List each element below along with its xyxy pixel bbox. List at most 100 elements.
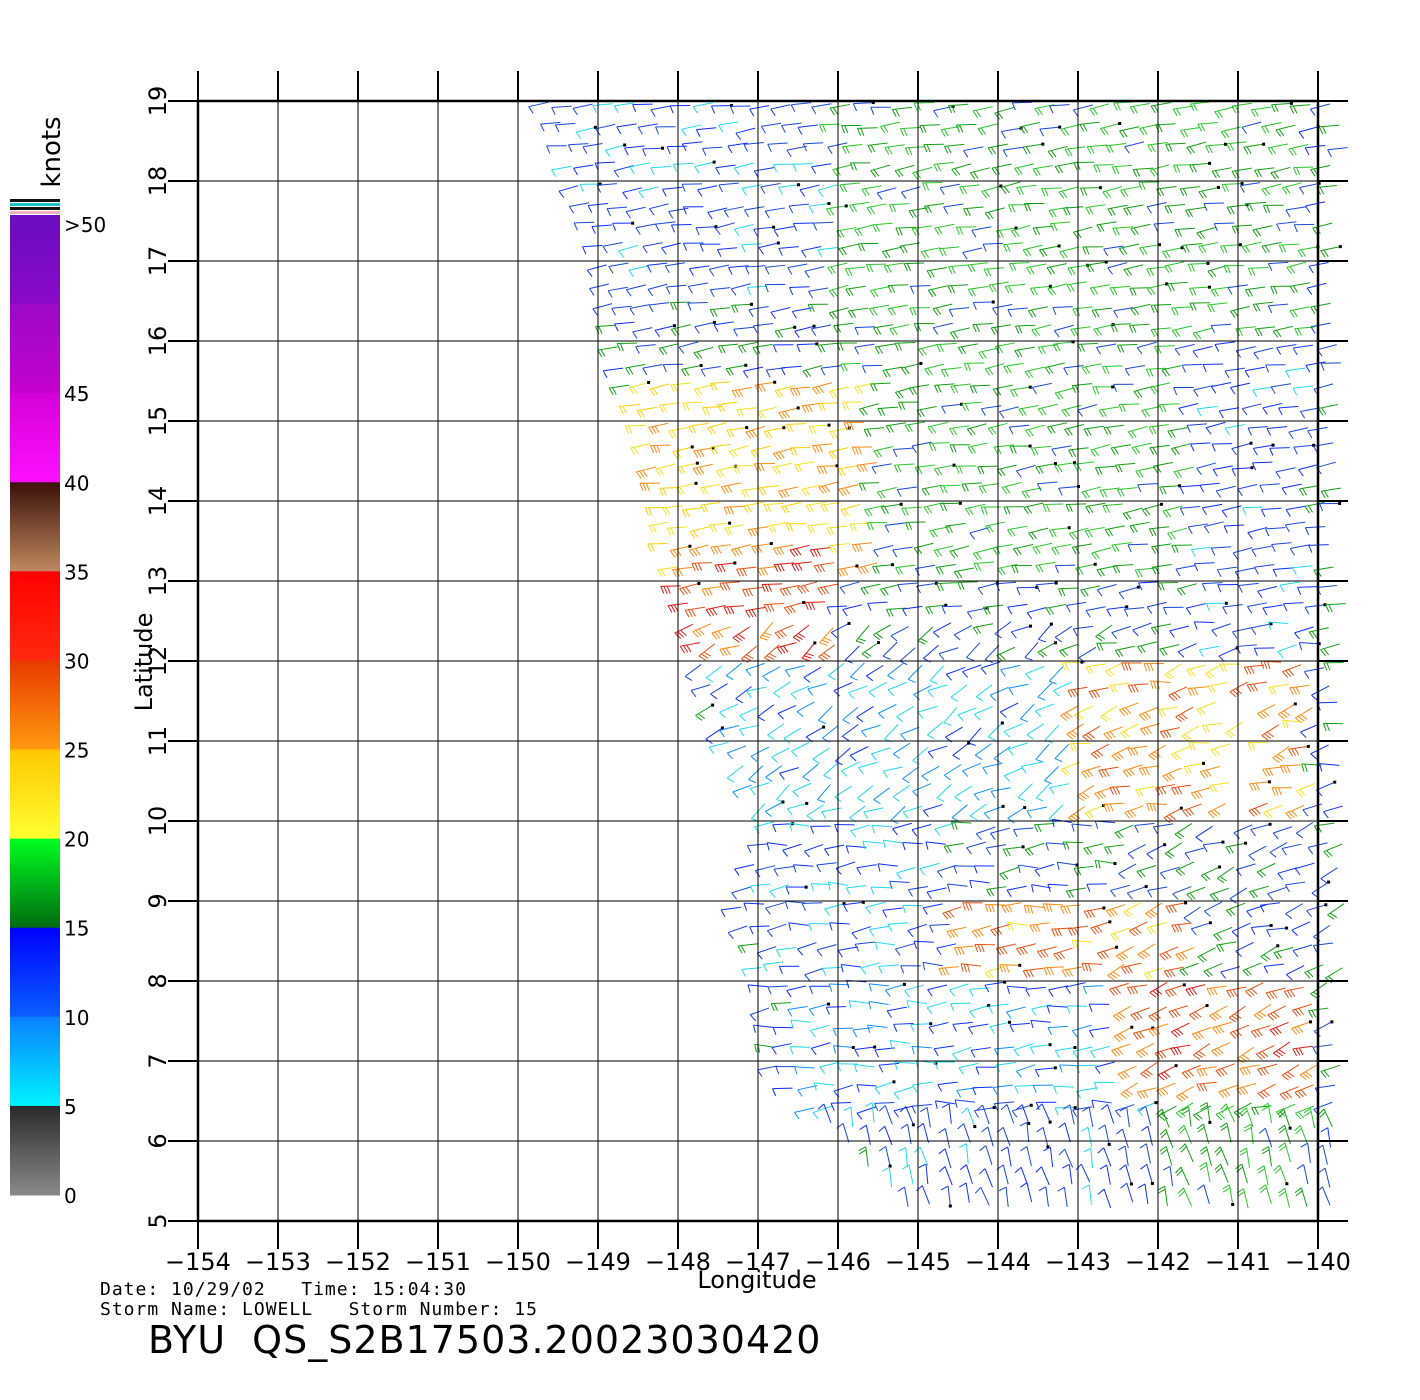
wind-barb: [926, 1001, 947, 1015]
wind-barb: [1172, 886, 1192, 900]
wind-barb: [842, 706, 859, 725]
wind-barb: [707, 207, 728, 220]
wind-barb: [781, 501, 802, 514]
wind-barb: [790, 685, 810, 700]
wind-barb: [1152, 461, 1174, 474]
wind-barb: [895, 564, 916, 575]
wind-barb: [771, 747, 790, 763]
wind-barb: [1239, 1064, 1260, 1076]
rain-flag: [934, 1061, 938, 1065]
wind-barb: [819, 1061, 840, 1074]
wind-barb: [735, 127, 756, 140]
wind-barb: [880, 583, 901, 596]
wind-barb: [678, 341, 699, 354]
wind-barb: [1262, 766, 1283, 777]
wind-barb: [1044, 724, 1060, 744]
wind-barb: [642, 147, 663, 157]
wind-barb: [1175, 1102, 1194, 1119]
wind-barb: [1212, 1021, 1233, 1035]
wind-barb: [900, 186, 921, 199]
wind-barb: [1027, 306, 1049, 318]
wind-barb: [945, 726, 963, 743]
rain-flag: [842, 902, 846, 906]
wind-barb: [801, 246, 822, 258]
wind-barb: [1186, 423, 1207, 433]
wind-barb: [1231, 167, 1252, 179]
wind-barb: [842, 604, 863, 617]
wind-barb: [1010, 386, 1031, 398]
lon-tick-label: −141: [1205, 1248, 1271, 1276]
wind-barb: [608, 262, 629, 274]
rain-flag: [1276, 944, 1280, 948]
wind-barb: [607, 286, 628, 298]
wind-barb: [1231, 442, 1252, 456]
wind-barb: [817, 342, 838, 353]
wind-barb: [938, 1128, 951, 1149]
wind-barb: [1181, 1064, 1201, 1079]
wind-barb: [773, 163, 794, 173]
wind-barb: [1091, 547, 1112, 560]
wind-barb: [1047, 422, 1068, 434]
wind-barb: [1199, 1146, 1212, 1166]
wind-barb: [774, 385, 795, 398]
wind-barb: [781, 365, 802, 376]
wind-barb: [546, 145, 567, 154]
wind-barb: [1181, 363, 1203, 373]
wind-barb: [1098, 1124, 1110, 1145]
wind-barb: [1231, 224, 1253, 234]
wind-barb: [1119, 702, 1139, 717]
wind-barb: [809, 985, 830, 994]
rain-flag: [877, 641, 881, 645]
wind-barb: [1146, 802, 1167, 812]
wind-barb: [1247, 526, 1268, 540]
wind-barb: [791, 741, 810, 758]
wind-barb: [954, 785, 972, 802]
wind-barb: [1111, 164, 1133, 175]
wind-barb: [1123, 901, 1142, 918]
wind-barb: [1289, 282, 1311, 294]
wind-barb: [1020, 1182, 1033, 1203]
wind-barb: [693, 447, 714, 459]
wind-barb: [916, 1185, 931, 1205]
wind-barb: [823, 761, 839, 780]
wind-barb: [1016, 184, 1037, 195]
wind-barb: [1072, 104, 1093, 117]
wind-barb: [854, 1046, 875, 1057]
rain-flag: [1323, 603, 1327, 607]
wind-barb: [972, 623, 994, 635]
rain-flag: [1028, 385, 1032, 389]
wind-barb: [808, 424, 830, 434]
wind-barb: [910, 1023, 931, 1033]
wind-barb: [765, 765, 783, 782]
wind-barb: [1217, 583, 1238, 593]
wind-barb: [648, 302, 670, 313]
wind-barb: [1281, 843, 1302, 856]
wind-barb: [1000, 181, 1021, 195]
wind-barb: [806, 804, 824, 821]
wind-barb: [1180, 127, 1201, 138]
wind-barb: [977, 582, 998, 595]
wind-barb: [772, 462, 793, 475]
wind-barb: [1162, 247, 1183, 259]
wind-barb: [1181, 725, 1200, 742]
rain-flag: [1113, 862, 1117, 866]
wind-barb: [1231, 102, 1252, 114]
wind-barb: [1304, 604, 1326, 615]
wind-barb: [1129, 521, 1150, 533]
wind-barb: [828, 386, 849, 399]
wind-barb: [1277, 867, 1298, 880]
wind-barb: [1273, 1041, 1291, 1058]
wind-barb: [1261, 122, 1282, 134]
wind-barb: [957, 581, 978, 590]
wind-barb: [1083, 907, 1104, 919]
wind-barb: [1176, 1085, 1194, 1102]
wind-barb: [983, 805, 1004, 820]
wind-barb: [911, 1045, 932, 1055]
wind-barb: [924, 363, 945, 376]
wind-barb: [1201, 723, 1223, 733]
wind-barb: [624, 424, 646, 434]
wind-barb: [1019, 121, 1040, 134]
wind-barb: [1054, 625, 1073, 643]
wind-barb: [824, 903, 845, 916]
legend-top-strip: [10, 211, 60, 214]
